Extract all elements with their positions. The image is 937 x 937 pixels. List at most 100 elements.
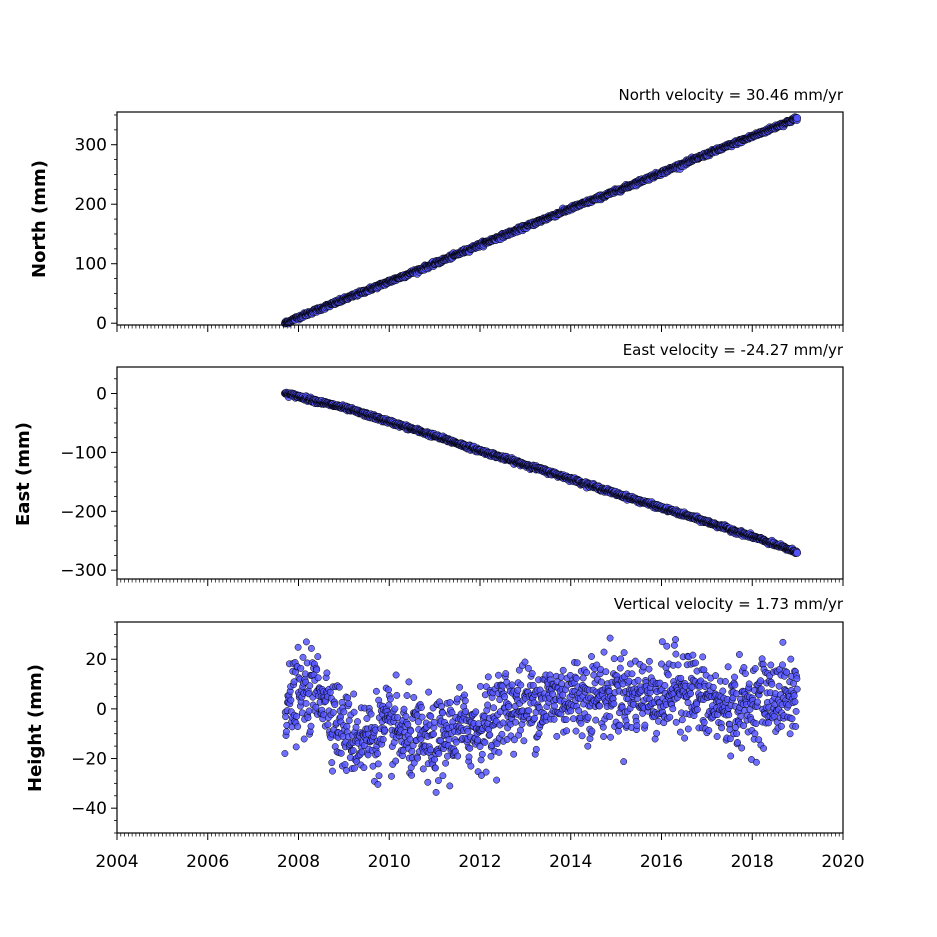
height-data-point [425, 688, 433, 696]
height-data-point [445, 736, 453, 744]
height-data-point [610, 700, 618, 708]
height-data-point [592, 716, 600, 724]
height-data-point [467, 762, 475, 770]
height-data-point [607, 733, 614, 741]
height-data-point [693, 706, 701, 713]
height-data-point [521, 658, 529, 666]
north-y-tick-label: 100 [75, 255, 107, 275]
height-data-point [734, 738, 741, 746]
north-axis-label: North (mm) [29, 160, 50, 278]
east-points [281, 388, 802, 557]
height-data-point [498, 730, 506, 738]
height-data-point [328, 759, 336, 767]
north-panel: North velocity = 30.46 mm/yr North (mm) … [29, 86, 844, 334]
height-data-point [777, 722, 785, 730]
height-data-point [392, 671, 400, 679]
height-data-point [737, 712, 745, 720]
height-data-point [454, 752, 462, 760]
height-data-point [721, 678, 729, 685]
height-data-point [588, 653, 595, 660]
height-data-point [625, 677, 633, 685]
height-data-point [350, 690, 358, 698]
height-data-point [495, 748, 503, 756]
height-data-point [493, 776, 501, 784]
height-data-point [661, 682, 669, 689]
height-data-point [293, 712, 301, 720]
height-data-point [302, 638, 310, 646]
height-data-point [314, 674, 322, 682]
height-data-point [282, 728, 290, 736]
height-data-point [676, 728, 684, 736]
height-data-point [323, 669, 331, 677]
height-data-point [392, 757, 400, 765]
height-data-point [733, 730, 741, 738]
height-data-point [432, 788, 440, 796]
height-data-point [731, 681, 739, 689]
east-y-ticks: 0 −100 −200 −300 [60, 378, 117, 581]
height-data-point [740, 664, 748, 671]
height-data-point [300, 735, 308, 743]
height-data-point [692, 659, 699, 667]
height-data-point [792, 707, 800, 715]
height-data-point [596, 702, 603, 710]
height-data-point [472, 708, 480, 716]
height-data-point [718, 724, 726, 732]
height-y-ticks: 20 0 −20 −40 [71, 621, 117, 834]
height-data-point [672, 718, 680, 726]
x-tick-label: 2010 [368, 852, 411, 872]
height-data-point [388, 772, 395, 780]
x-tick-label: 2020 [821, 852, 864, 872]
height-data-point [550, 715, 558, 723]
height-data-point [584, 713, 592, 721]
height-data-point [502, 670, 510, 678]
height-data-point [563, 727, 571, 735]
height-data-point [600, 733, 608, 740]
height-data-point [307, 644, 315, 652]
height-data-point [371, 726, 379, 734]
height-data-point [337, 749, 345, 757]
height-data-point [793, 675, 801, 683]
east-y-tick-label: −200 [60, 502, 107, 522]
east-axis-label: East (mm) [13, 422, 34, 526]
height-data-point [462, 707, 470, 715]
height-data-point [559, 666, 567, 674]
height-data-point [512, 718, 519, 726]
height-data-point [329, 767, 336, 775]
height-data-point [606, 713, 614, 721]
height-data-point [374, 780, 382, 788]
x-tick-label: 2012 [458, 852, 501, 872]
height-data-point [517, 726, 524, 734]
height-data-point [360, 764, 368, 772]
height-data-point [304, 714, 312, 722]
height-data-point [572, 727, 580, 735]
height-data-point [709, 683, 717, 691]
height-data-point [684, 725, 692, 733]
height-data-point [616, 664, 624, 672]
height-data-point [528, 670, 536, 677]
height-data-point [597, 678, 605, 686]
height-data-point [407, 727, 415, 735]
height-data-point [617, 655, 625, 663]
height-data-point [474, 736, 482, 744]
height-data-point [372, 687, 380, 695]
height-data-point [724, 663, 732, 671]
height-data-point [427, 746, 434, 754]
height-data-point [446, 782, 454, 790]
height-data-point [427, 712, 435, 720]
height-data-point [517, 681, 525, 689]
height-data-point [731, 673, 738, 681]
height-data-point [431, 764, 439, 772]
height-data-point [379, 736, 387, 743]
height-data-point [343, 767, 350, 774]
height-data-point [508, 681, 516, 689]
height-data-point [453, 695, 461, 703]
height-data-point [745, 680, 753, 688]
height-data-point [345, 700, 353, 708]
north-y-tick-label: 200 [75, 195, 107, 215]
height-data-point [575, 707, 583, 715]
height-data-point [434, 777, 442, 785]
height-data-point [645, 665, 653, 673]
height-y-tick-label: −40 [71, 799, 107, 819]
height-data-point [689, 651, 697, 659]
